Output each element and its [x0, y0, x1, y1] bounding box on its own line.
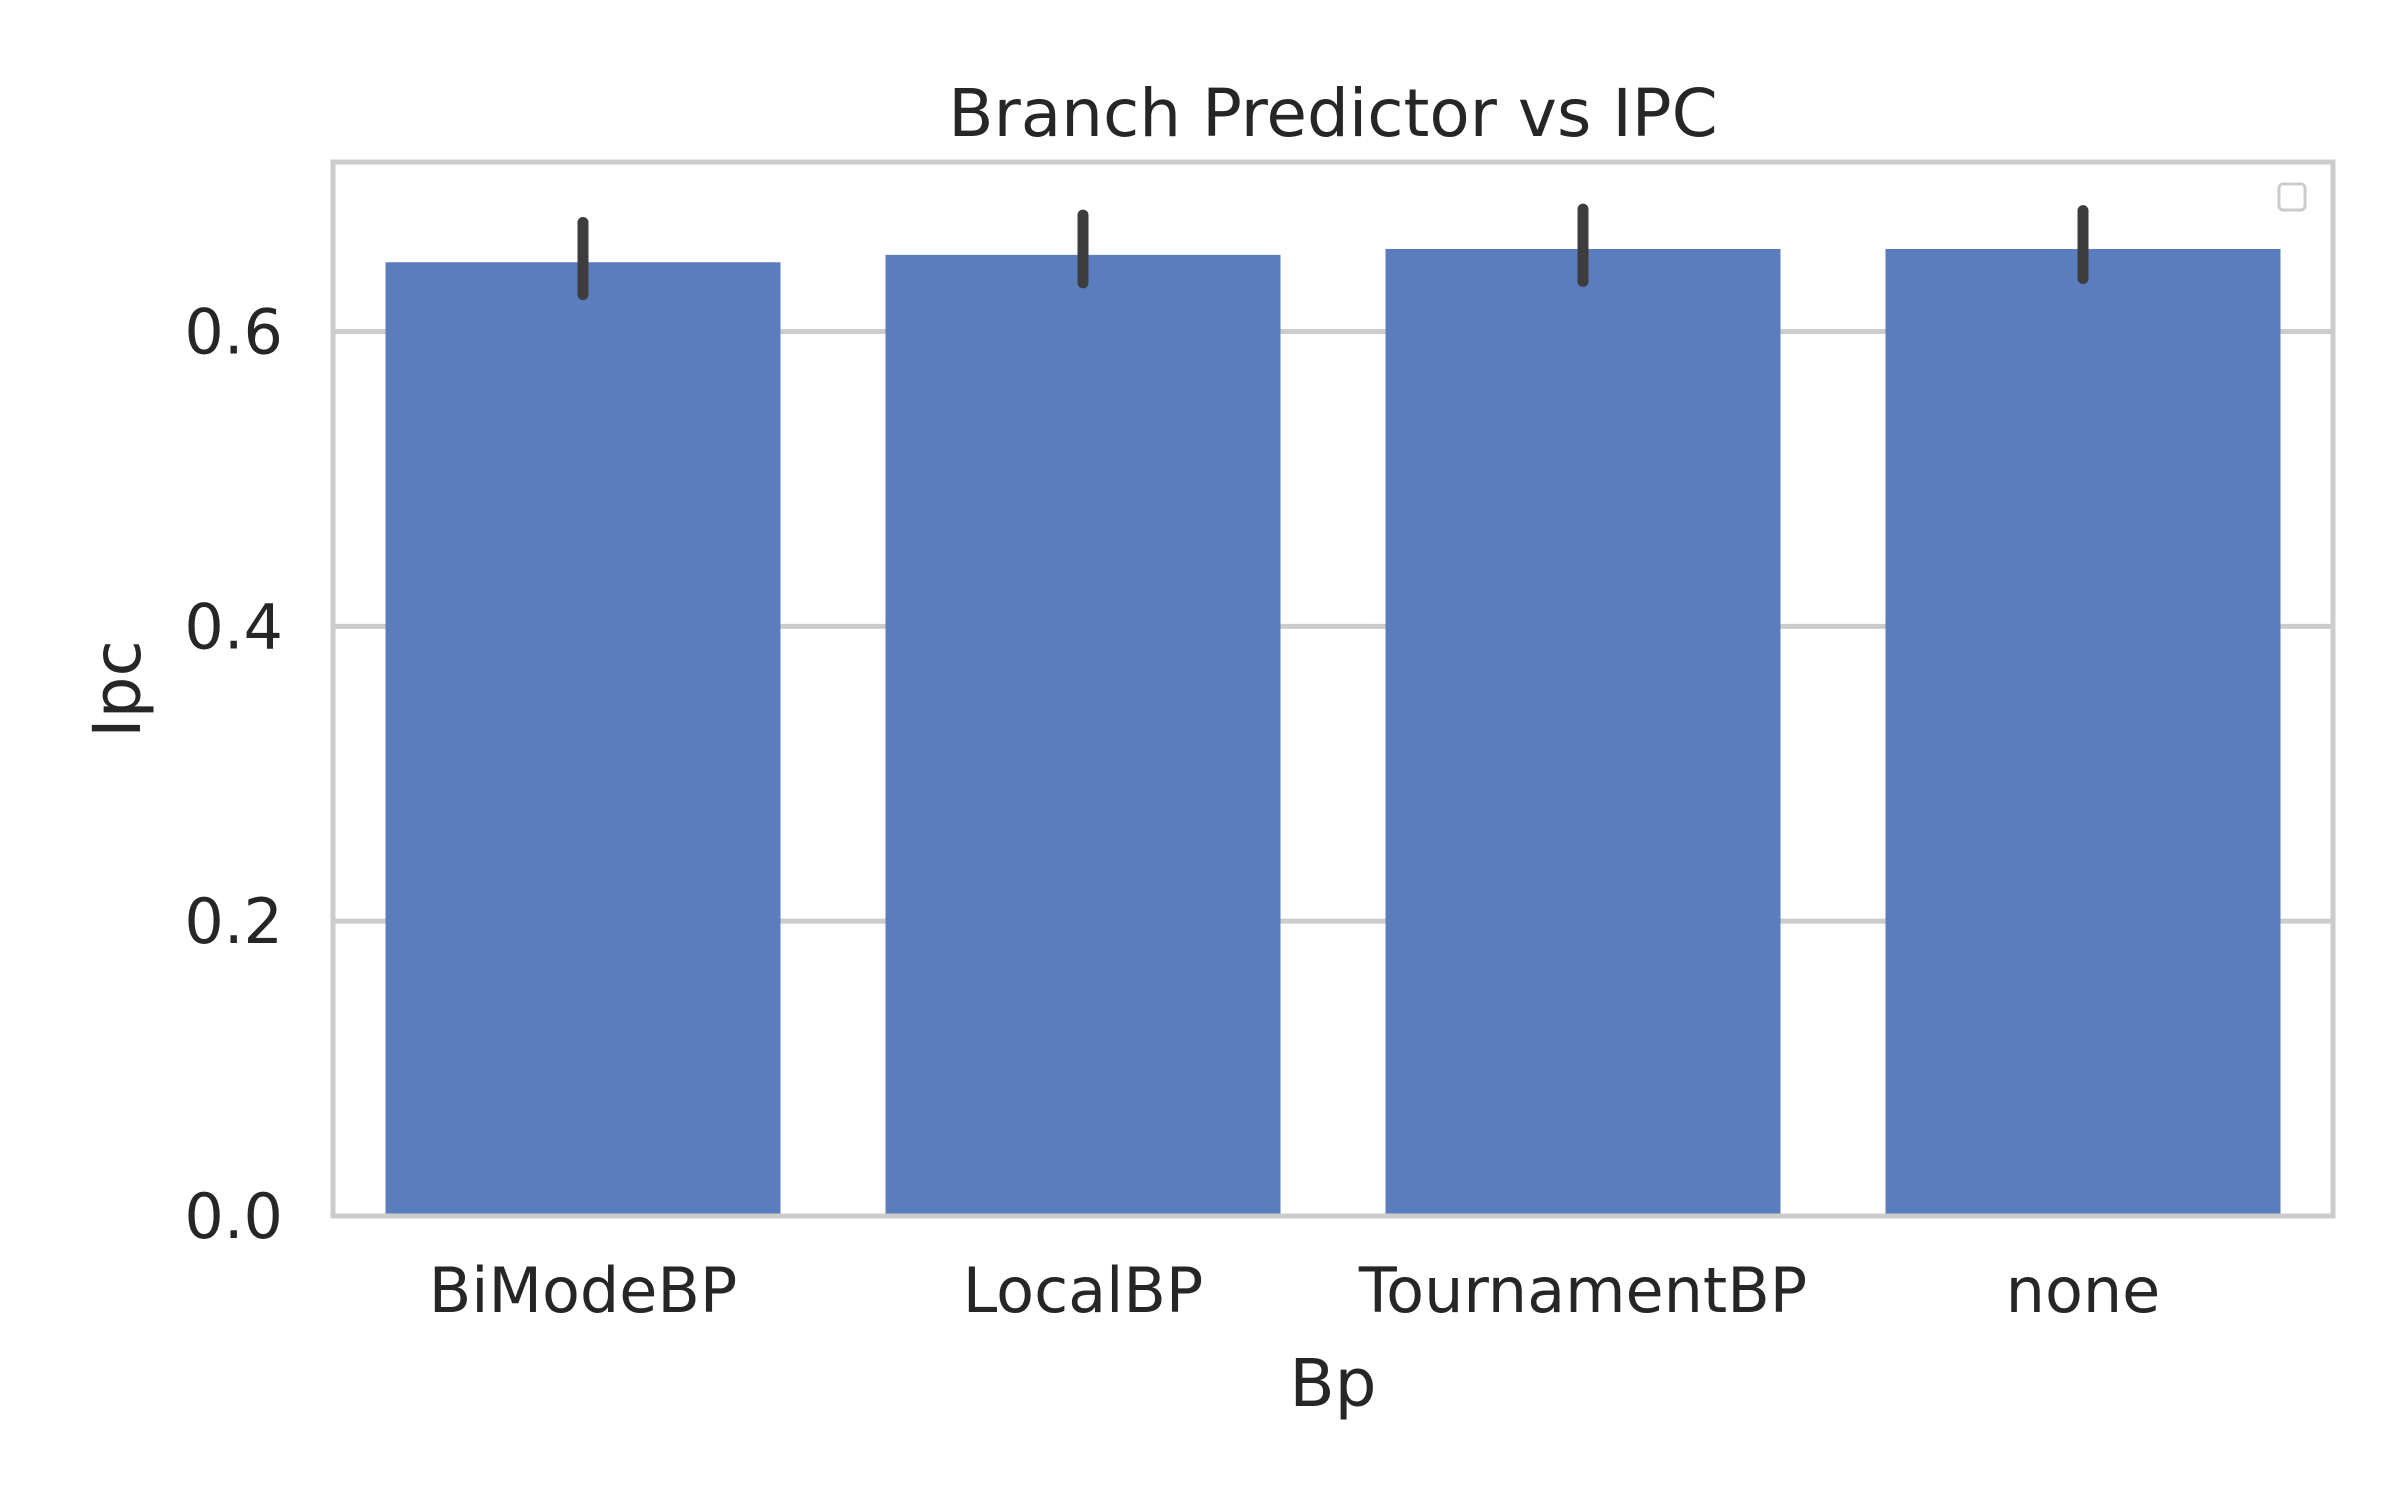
x-tick-labels: BiModeBP LocalBP TournamentBP none [429, 1254, 2161, 1327]
error-bars [577, 203, 2089, 301]
x-tick-label: BiModeBP [429, 1254, 738, 1327]
y-tick-label: 0.6 [184, 296, 283, 369]
y-tick-label: 0.4 [184, 590, 283, 663]
axes-frame [330, 159, 2336, 1219]
y-tick-label: 0.0 [184, 1180, 283, 1253]
chart-title: Branch Predictor vs IPC [948, 75, 1717, 152]
bar [1385, 248, 1781, 1217]
bar [885, 254, 1281, 1216]
x-axis-label: Bp [1289, 1345, 1376, 1422]
bars [385, 248, 2281, 1217]
y-axis-label: Ipc [79, 640, 156, 738]
bar [1885, 248, 2281, 1217]
bar [385, 262, 781, 1216]
x-tick-label: TournamentBP [1358, 1254, 1807, 1327]
y-tick-labels: 0.0 0.2 0.4 0.6 [184, 296, 283, 1253]
x-tick-label: none [2006, 1254, 2161, 1327]
y-tick-label: 0.2 [184, 885, 283, 958]
legend-box [2277, 182, 2307, 212]
x-tick-label: LocalBP [963, 1254, 1204, 1327]
